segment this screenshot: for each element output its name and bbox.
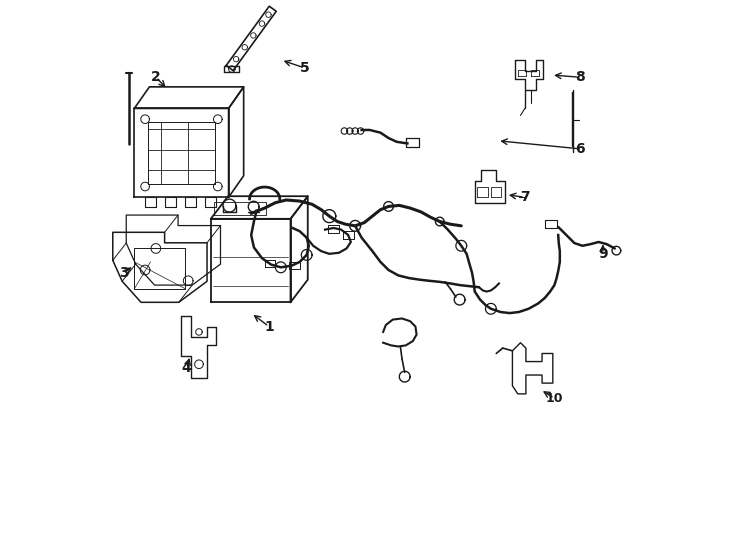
Text: 9: 9 [598,247,608,261]
Text: 5: 5 [300,61,310,75]
Text: 8: 8 [575,70,584,84]
Text: 4: 4 [182,361,192,375]
Text: 10: 10 [545,392,563,404]
Text: 1: 1 [264,320,274,334]
Text: 3: 3 [119,266,128,280]
Text: 2: 2 [151,70,161,84]
Text: 7: 7 [520,190,530,204]
Text: 6: 6 [575,142,584,156]
